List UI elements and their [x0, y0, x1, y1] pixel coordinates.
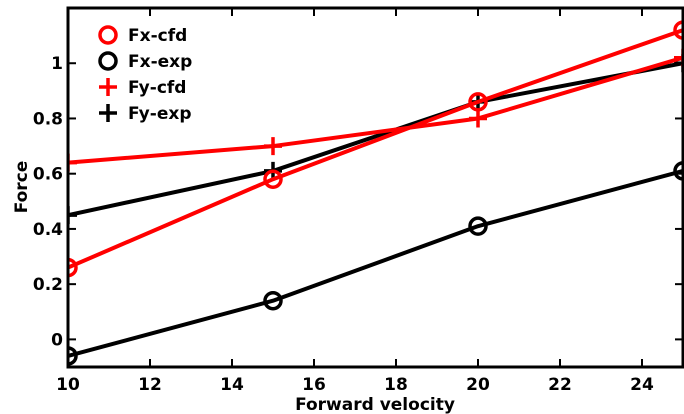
legend: Fx-cfd Fx-exp Fy-cfd Fy-exp — [98, 25, 192, 124]
y-tick-label: 0.4 — [33, 220, 63, 240]
series-line-fy-exp — [68, 61, 683, 218]
x-tick-label: 16 — [302, 375, 326, 395]
data-point-fx-cfd — [673, 20, 683, 40]
series-line-fx-cfd — [68, 28, 683, 270]
data-point-fy-cfd — [469, 109, 487, 128]
x-tick-label: 22 — [548, 375, 572, 395]
legend-marker-fy-exp — [99, 104, 117, 122]
y-tick-label: 0.6 — [33, 165, 63, 185]
y-tick-label: 0 — [51, 330, 63, 350]
series-line-fy-cfd — [68, 55, 683, 165]
data-point-fx-exp — [673, 161, 683, 181]
x-tick-label: 20 — [466, 375, 490, 395]
plot-frame — [66, 6, 684, 369]
x-tick-label: 18 — [384, 375, 408, 395]
legend-marker-fy-cfd — [99, 78, 117, 96]
y-tick-label: 1 — [51, 54, 63, 74]
legend-label-fx-cfd: Fx-cfd — [128, 26, 187, 46]
series-layer — [68, 20, 683, 366]
x-tick-label: 14 — [220, 375, 244, 395]
data-point-fx-exp — [468, 216, 488, 236]
data-point-fy-cfd — [674, 48, 683, 67]
data-point-fy-cfd — [68, 153, 77, 172]
data-point-fy-exp — [68, 206, 77, 225]
legend-label-fy-cfd: Fy-cfd — [128, 78, 186, 98]
x-tick-label: 12 — [138, 375, 162, 395]
y-axis-title: Force — [12, 161, 32, 214]
data-point-fx-exp — [263, 290, 283, 311]
legend-label-fy-exp: Fy-exp — [128, 104, 191, 124]
y-tick-label: 0.2 — [33, 275, 63, 295]
x-tick-label: 10 — [56, 375, 80, 395]
legend-marker-fx-cfd — [98, 25, 118, 45]
axis-ticks: 10 12 14 16 18 20 22 24 0 0.2 0.4 0.6 0.8 1 — [33, 8, 683, 395]
data-point-fx-cfd — [68, 257, 78, 278]
series-line-fx-exp — [68, 168, 683, 358]
data-point-fx-exp — [68, 346, 78, 366]
data-point-fy-cfd — [264, 137, 282, 156]
data-point-fx-cfd — [263, 169, 283, 189]
y-tick-label: 0.8 — [33, 109, 63, 129]
x-tick-label: 24 — [630, 375, 654, 395]
legend-label-fx-exp: Fx-exp — [128, 52, 192, 72]
x-axis-title: Forward velocity — [295, 395, 455, 414]
legend-marker-fx-exp — [98, 51, 118, 71]
